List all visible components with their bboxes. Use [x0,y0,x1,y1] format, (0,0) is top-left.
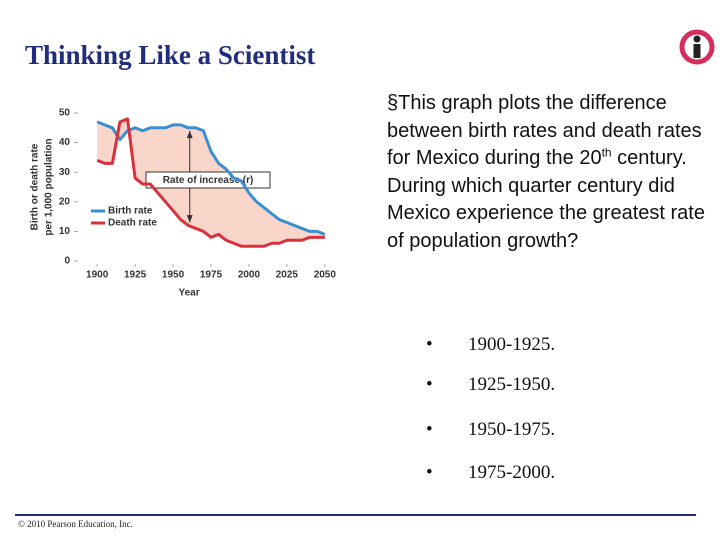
option: 1975-2000. [426,462,555,484]
y-tick-label: 10 [59,226,71,237]
y-axis-label: per 1,000 population [44,138,55,235]
annotation-box [145,171,271,189]
series-line [96,117,325,248]
x-tick-label: 2000 [238,270,261,281]
x-tick-label: 1925 [124,270,147,281]
series-line [96,120,326,236]
x-tick-label: 2025 [276,270,299,281]
legend-label: Birth rate [108,206,153,217]
logo [679,29,715,65]
arrowhead [186,215,193,223]
y-tick-label: 0 [64,256,70,267]
y-axis-label: Birth or death rate [30,143,41,230]
divider [15,514,696,516]
x-axis-label: Year [178,288,199,299]
legend-label: Death rate [108,218,157,229]
arrowhead [186,130,193,139]
slide-title: Thinking Like a Scientist [25,40,316,70]
y-tick-label: 30 [59,167,71,178]
chart: 0 10 20 30 40 50 1900 1925 1950 1975 2000 2025 2050 Y… [30,108,337,299]
option: 1900-1925. [426,334,555,356]
y-tick-label: 40 [59,137,71,148]
footer: © 2010 Pearson Education, Inc. [18,519,133,529]
option: 1950-1975. [426,419,555,441]
annotation: Rate of increase (r) [163,175,254,186]
option: 1925-1950. [426,374,555,396]
x-tick-label: 1975 [200,270,223,281]
x-tick-label: 1900 [86,270,109,281]
question: This graph plots the difference between … [387,90,707,256]
question-text: century. During which quarter century di… [387,147,705,252]
x-tick-label: 2050 [314,270,337,281]
y-tick-label: 20 [59,196,71,207]
y-tick-label: 50 [59,108,71,119]
x-tick-label: 1950 [162,270,185,281]
question-text: This graph plots the difference between … [387,92,702,170]
superscript: th [601,145,612,160]
